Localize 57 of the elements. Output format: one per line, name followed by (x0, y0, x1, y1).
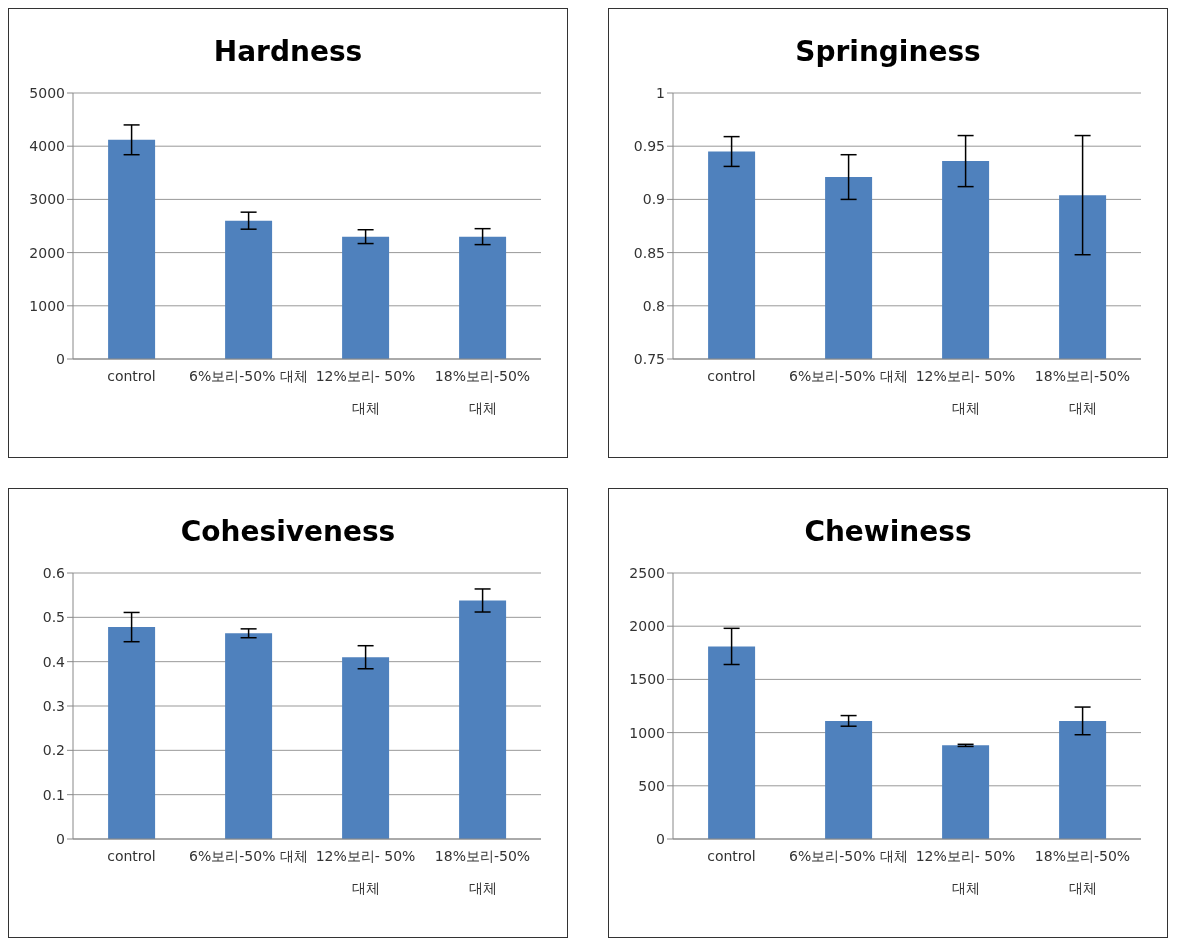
x-tick-label: 12%보리- 50% 대체 (915, 368, 1016, 416)
bar (342, 236, 390, 359)
y-tick-label: 1000 (29, 297, 65, 314)
bar (225, 220, 273, 359)
bar (708, 646, 756, 839)
y-tick-label: 1000 (629, 724, 665, 741)
x-tick-label: control (707, 848, 756, 864)
y-tick-label: 500 (638, 777, 665, 794)
y-tick-label: 0.5 (42, 609, 65, 626)
y-tick-label: 0 (56, 350, 65, 367)
y-tick-label: 0.1 (42, 786, 65, 803)
y-tick-label: 0.9 (642, 191, 665, 208)
chart-title: Cohesiveness (179, 515, 397, 550)
y-tick-label: 0.8 (642, 297, 665, 314)
x-tick-label: 12%보리- 50% 대체 (315, 368, 416, 416)
x-tick-label: 6%보리-50% 대체 (789, 848, 908, 864)
x-tick-label: 6%보리-50% 대체 (189, 368, 308, 384)
bar (942, 745, 990, 839)
bar (342, 657, 390, 839)
x-tick-label: 12%보리- 50% 대체 (915, 848, 1016, 896)
y-tick-label: 0.3 (42, 697, 65, 714)
y-tick-label: 0 (56, 830, 65, 847)
chart-title: Springiness (794, 35, 982, 70)
y-tick-label: 0.75 (633, 350, 665, 367)
y-tick-label: 0.4 (42, 653, 66, 670)
bar (108, 139, 156, 359)
x-tick-label: 6%보리-50% 대체 (189, 848, 308, 864)
y-tick-label: 2500 (629, 564, 665, 581)
y-tick-label: 4000 (29, 138, 65, 155)
chart-title: Hardness (212, 35, 364, 70)
y-tick-label: 0.95 (633, 138, 665, 155)
x-tick-label: 18%보리-50% 대체 (1034, 848, 1131, 896)
y-tick-label: 0 (656, 830, 665, 847)
x-tick-label: 18%보리-50% 대체 (434, 848, 531, 896)
y-tick-label: 2000 (29, 244, 65, 261)
y-tick-label: 5000 (29, 84, 65, 101)
bar (108, 627, 156, 839)
y-tick-label: 0.6 (42, 564, 66, 581)
bar (459, 600, 507, 839)
y-tick-label: 1500 (629, 671, 665, 688)
x-tick-label: 12%보리- 50% 대체 (315, 848, 416, 896)
bar (1059, 720, 1107, 839)
bar (825, 720, 873, 839)
y-tick-label: 2000 (629, 618, 665, 635)
x-tick-label: control (107, 368, 156, 384)
y-tick-label: 0.2 (42, 742, 65, 759)
y-tick-label: 0.85 (633, 244, 665, 261)
x-tick-label: control (707, 368, 756, 384)
x-tick-label: 18%보리-50% 대체 (434, 368, 531, 416)
bar (225, 633, 273, 839)
chart-title: Chewiness (803, 515, 973, 550)
bar (459, 236, 507, 359)
x-tick-label: control (107, 848, 156, 864)
x-tick-label: 18%보리-50% 대체 (1034, 368, 1131, 416)
y-tick-label: 3000 (29, 191, 65, 208)
x-tick-label: 6%보리-50% 대체 (789, 368, 908, 384)
y-tick-label: 1 (656, 84, 665, 101)
